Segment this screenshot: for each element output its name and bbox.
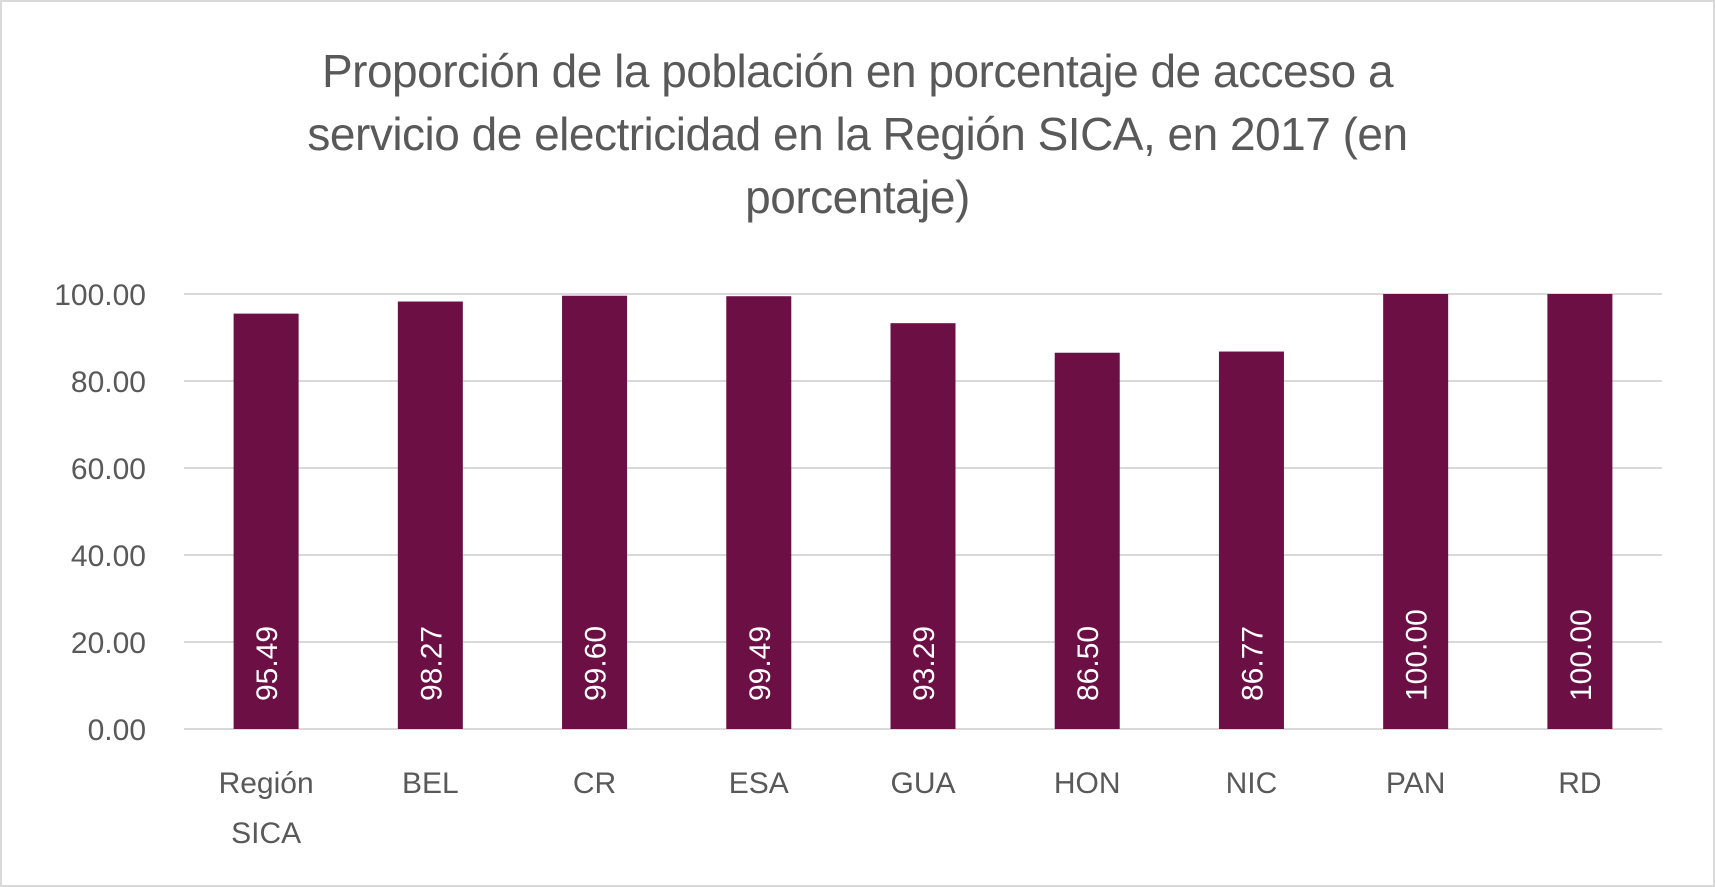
data-label: 100.00 xyxy=(1401,609,1434,701)
x-tick-label: CR xyxy=(573,767,616,800)
bar xyxy=(397,301,463,729)
data-label: 98.27 xyxy=(415,626,448,701)
x-axis-categories: Región SICA BEL CR ESA GUA HON NIC PAN RD xyxy=(219,767,1602,850)
y-tick-label: 0.00 xyxy=(88,714,146,747)
data-label: 99.60 xyxy=(580,626,613,701)
data-label: 93.29 xyxy=(908,626,941,701)
chart-title-line: porcentaje) xyxy=(745,171,970,223)
y-axis-ticks: 0.00 20.00 40.00 60.00 80.00 100.00 xyxy=(54,279,146,747)
x-tick-label: PAN xyxy=(1386,767,1445,800)
data-label: 86.50 xyxy=(1072,626,1105,701)
x-tick-label: HON xyxy=(1054,767,1121,800)
x-tick-label: ESA xyxy=(729,767,789,800)
chart-title-line: servicio de electricidad en la Región SI… xyxy=(307,108,1408,160)
x-tick-label: SICA xyxy=(231,817,301,850)
y-tick-label: 20.00 xyxy=(71,627,146,660)
bars xyxy=(233,294,1613,729)
data-label: 100.00 xyxy=(1565,609,1598,701)
bar xyxy=(726,296,792,729)
bar xyxy=(1547,294,1613,729)
data-label: 99.49 xyxy=(744,626,777,701)
x-tick-label: Región xyxy=(219,767,314,800)
chart-title: Proporción de la población en porcentaje… xyxy=(200,40,1515,229)
data-labels: 95.49 98.27 99.60 99.49 93.29 86.50 86.77 100.0… xyxy=(251,609,1598,701)
bar xyxy=(1054,352,1120,729)
x-tick-label: GUA xyxy=(890,767,955,800)
data-label: 86.77 xyxy=(1236,626,1269,701)
y-tick-label: 60.00 xyxy=(71,453,146,486)
bar xyxy=(562,295,628,729)
x-tick-label: RD xyxy=(1558,767,1601,800)
y-tick-label: 80.00 xyxy=(71,366,146,399)
y-tick-label: 100.00 xyxy=(54,279,146,312)
bar xyxy=(233,313,299,729)
data-label: 95.49 xyxy=(251,626,284,701)
chart-title-line: Proporción de la población en porcentaje… xyxy=(321,45,1394,97)
y-tick-label: 40.00 xyxy=(71,540,146,573)
bar xyxy=(1218,351,1284,729)
x-tick-label: BEL xyxy=(402,767,459,800)
bar xyxy=(1383,294,1449,729)
bar xyxy=(890,323,956,729)
x-tick-label: NIC xyxy=(1226,767,1278,800)
